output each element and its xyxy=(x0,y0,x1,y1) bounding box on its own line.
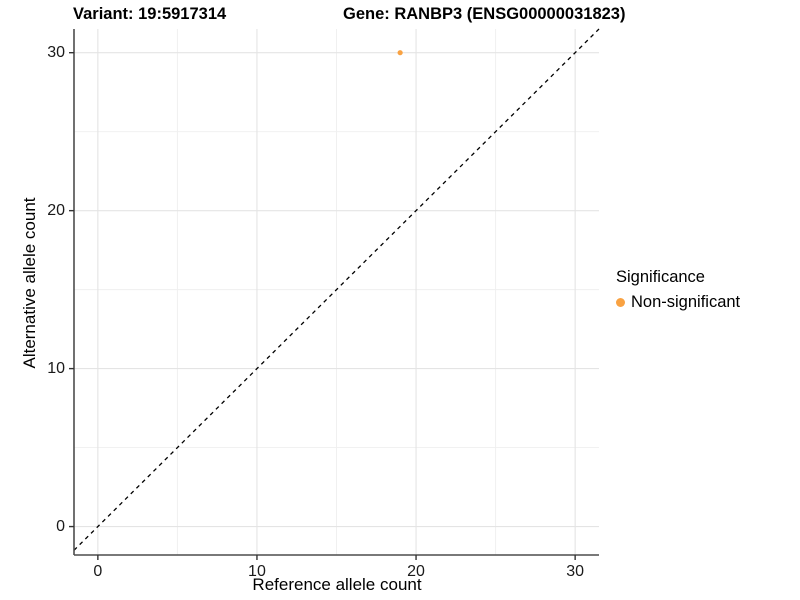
plot-title-gene: Gene: RANBP3 (ENSG00000031823) xyxy=(343,5,626,23)
y-tick-label: 0 xyxy=(56,517,65,535)
y-tick-label: 20 xyxy=(47,201,65,219)
x-tick-label: 0 xyxy=(93,563,103,580)
axis-tick-marks xyxy=(69,51,576,560)
major-gridlines xyxy=(74,29,599,555)
x-axis-title: Reference allele count xyxy=(252,575,422,594)
plot-title-variant: Variant: 19:5917314 xyxy=(73,5,227,23)
y-tick-label: 30 xyxy=(47,43,65,61)
legend: Significance Non-significant xyxy=(616,268,740,312)
x-tick-label: 10 xyxy=(248,563,266,580)
data-points xyxy=(397,50,403,56)
y-axis-title: Alternative allele count xyxy=(20,197,39,369)
x-tick-label: 20 xyxy=(407,563,425,580)
scatter-point xyxy=(397,50,403,56)
legend-dot-icon xyxy=(616,298,625,307)
axis-lines xyxy=(73,29,599,556)
legend-item-label: Non-significant xyxy=(631,293,741,311)
legend-title: Significance xyxy=(616,268,705,286)
identity-diagonal-line xyxy=(73,28,600,551)
x-tick-label: 30 xyxy=(566,563,585,580)
y-tick-label: 10 xyxy=(47,359,65,377)
minor-gridlines xyxy=(74,29,599,555)
legend-item: Non-significant xyxy=(616,293,740,312)
